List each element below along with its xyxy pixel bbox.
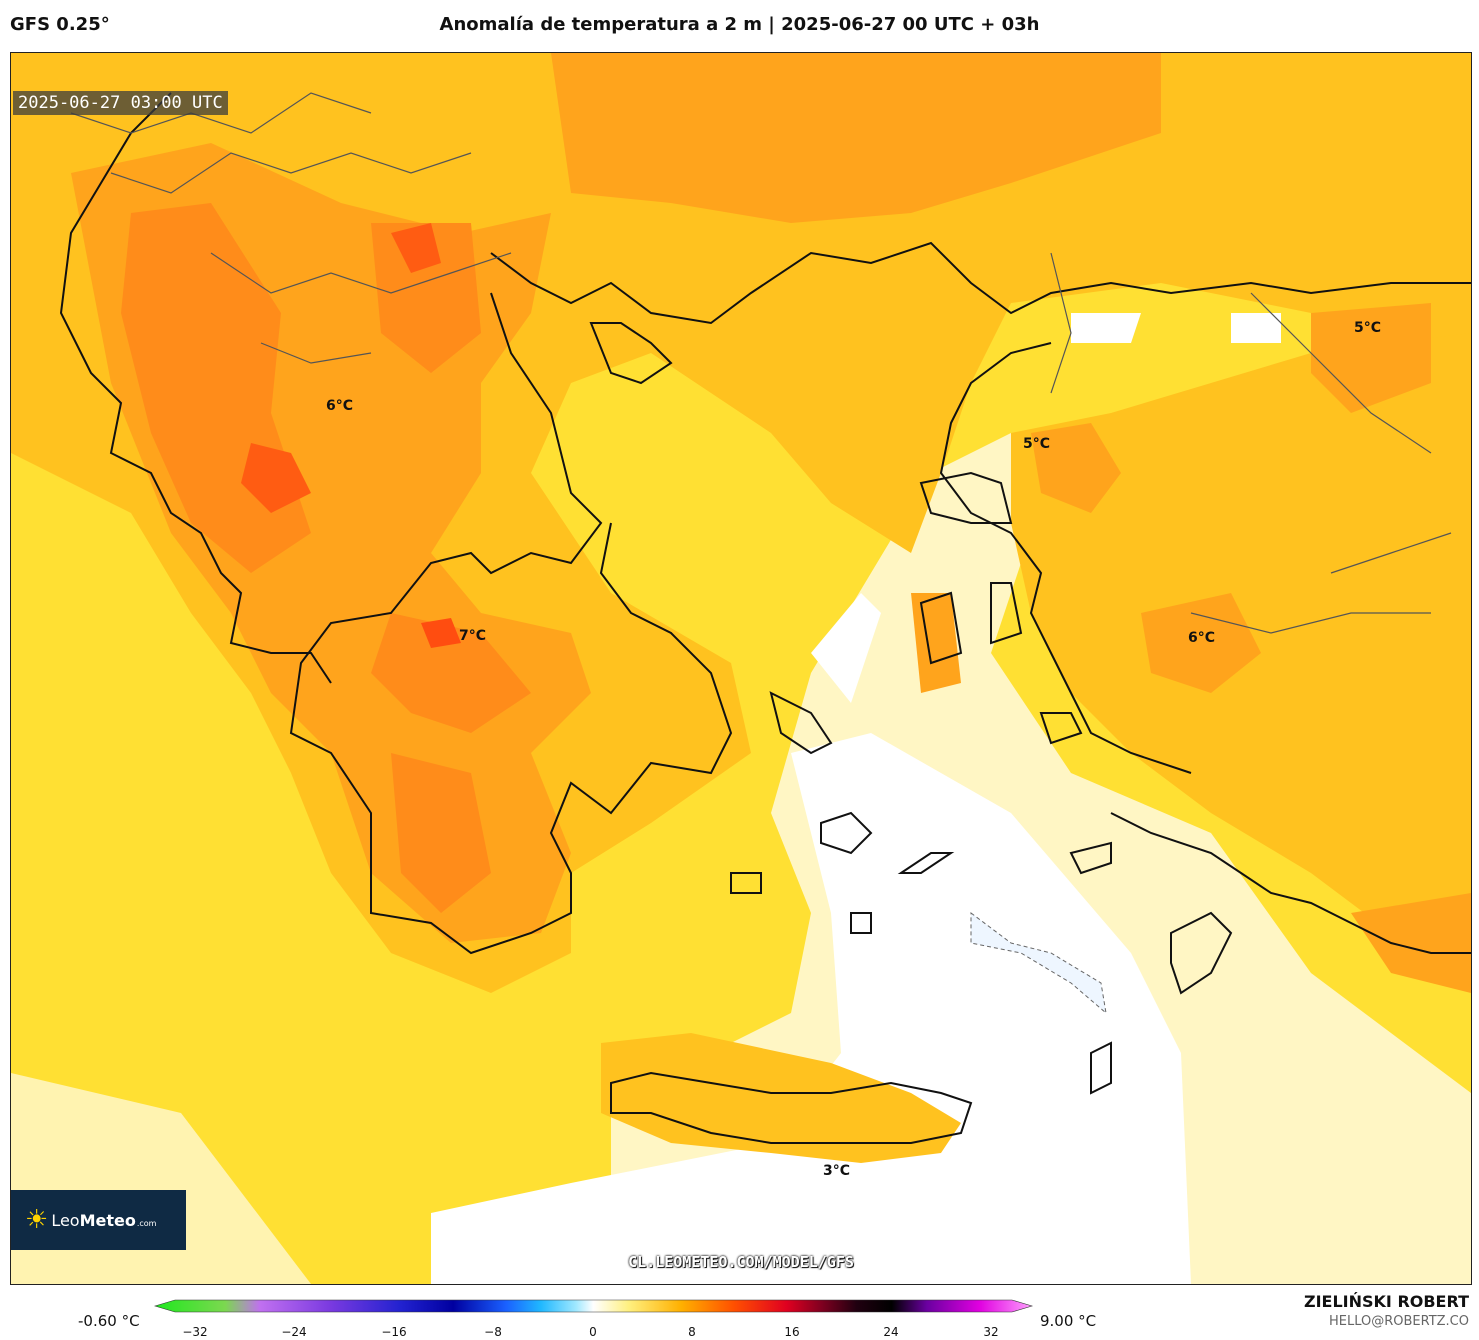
legend-max-label: 9.00 °C <box>1040 1312 1097 1330</box>
legend-tick: −32 <box>182 1325 208 1339</box>
author-name: ZIELIŃSKI ROBERT <box>1303 1292 1469 1311</box>
temp-label: 6°C <box>326 398 354 414</box>
temp-label: 3°C <box>823 1163 851 1179</box>
temp-label: 6°C <box>1188 630 1216 646</box>
valid-time-badge: 2025-06-27 03:00 UTC <box>13 91 228 115</box>
temp-label: 7°C <box>459 628 487 644</box>
legend-tick: 24 <box>883 1325 899 1339</box>
logo-prefix: Leo <box>51 1210 80 1230</box>
legend-tick: −24 <box>281 1325 307 1339</box>
legend-tick: 0 <box>589 1325 597 1339</box>
author-email[interactable]: HELLO@ROBERTZ.CO <box>1328 1314 1469 1329</box>
sun-icon: ☀ <box>25 1205 49 1235</box>
source-url-watermark: CL.LEOMETEO.COM/MODEL/GFS <box>628 1253 854 1271</box>
legend-tick: −16 <box>381 1325 407 1339</box>
legend-tick: 16 <box>784 1325 800 1339</box>
leometeo-logo[interactable]: ☀ Leo Meteo .com <box>11 1190 186 1250</box>
map-title: Anomalía de temperatura a 2 m | 2025-06-… <box>439 14 1040 35</box>
model-name: GFS 0.25° <box>10 14 110 35</box>
logo-suffix: .com <box>136 1218 157 1228</box>
legend-tick: −8 <box>484 1325 502 1339</box>
temp-label: 5°C <box>1354 320 1382 336</box>
legend-tick: 32 <box>983 1325 999 1339</box>
logo-brand: Meteo <box>79 1210 136 1230</box>
legend-min-label: -0.60 °C <box>78 1312 140 1330</box>
legend-tick: 8 <box>688 1325 696 1339</box>
temperature-anomaly-map <box>11 53 1471 1284</box>
map-panel[interactable]: 2025-06-27 03:00 UTC 6°C 7°C 5°C 5°C 6°C… <box>10 52 1472 1285</box>
temp-label: 5°C <box>1023 436 1051 452</box>
